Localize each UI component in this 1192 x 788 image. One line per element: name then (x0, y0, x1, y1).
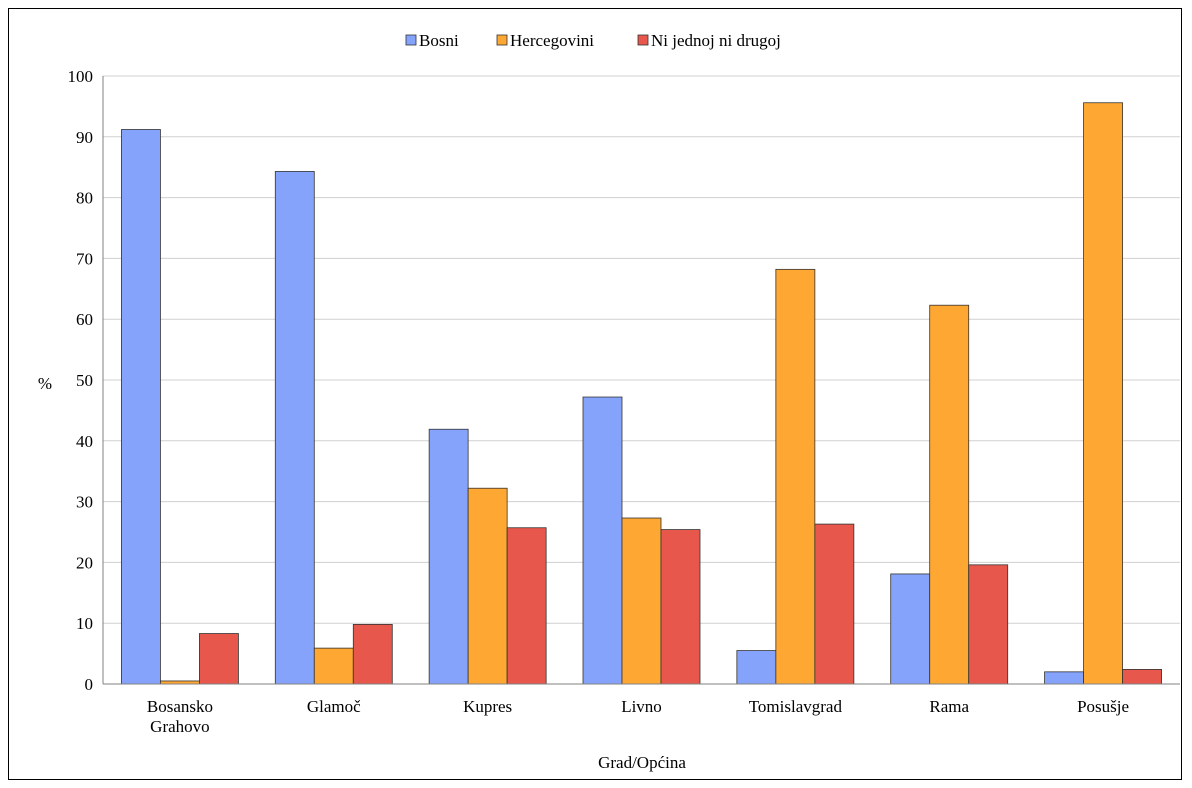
bar-ni-jednoj-ni-drugoj-1 (352, 624, 393, 685)
y-tick-label: 0 (85, 675, 94, 694)
legend: Bosni Hercegovini Ni jednoj ni drugoj (405, 31, 781, 50)
x-tick-label: Livno (621, 697, 662, 716)
y-tick-label: 70 (76, 249, 93, 268)
y-tick-label: 100 (68, 67, 94, 86)
x-tick-label: Tomislavgrad (749, 697, 843, 716)
x-tick-label: Posušje (1077, 697, 1129, 716)
y-tick-label: 20 (76, 553, 93, 572)
legend-label: Hercegovini (510, 31, 594, 50)
y-tick-label: 10 (76, 614, 93, 633)
y-tick-label: 90 (76, 128, 93, 147)
bar-bosni-2 (428, 428, 469, 685)
y-tick-label: 30 (76, 493, 93, 512)
x-tick-label: Rama (929, 697, 969, 716)
legend-swatch (496, 34, 508, 46)
bar-hercegovini-2 (467, 487, 508, 685)
y-tick-label: 50 (76, 371, 93, 390)
y-tick-label: 80 (76, 189, 93, 208)
legend-swatch (405, 34, 417, 46)
bar-hercegovini-1 (313, 647, 354, 685)
bar-hercegovini-3 (621, 517, 662, 685)
x-tick-label: Glamoč (307, 697, 361, 716)
y-tick-label: 40 (76, 432, 93, 451)
bar-bosni-5 (890, 573, 931, 685)
y-axis-label: % (38, 374, 52, 393)
bar-hercegovini-5 (929, 304, 970, 685)
legend-label: Ni jednoj ni drugoj (651, 31, 781, 50)
legend-swatch (637, 34, 649, 46)
bar-hercegovini-6 (1083, 102, 1123, 685)
bar-ni-jednoj-ni-drugoj-5 (968, 564, 1009, 685)
bar-bosni-1 (274, 171, 315, 685)
bar-bosni-0 (121, 129, 161, 685)
x-tick-label: Bosansko (147, 697, 213, 716)
bar-ni-jednoj-ni-drugoj-3 (660, 529, 701, 685)
bar-ni-jednoj-ni-drugoj-6 (1122, 669, 1162, 685)
x-axis-label: Grad/Općina (598, 753, 686, 772)
axes (102, 76, 1180, 685)
x-tick-label: Kupres (463, 697, 512, 716)
bars (121, 102, 1162, 685)
y-tick-label: 60 (76, 310, 93, 329)
bar-bosni-6 (1044, 671, 1084, 685)
bar-ni-jednoj-ni-drugoj-0 (199, 633, 239, 685)
bar-ni-jednoj-ni-drugoj-2 (506, 527, 547, 685)
bar-ni-jednoj-ni-drugoj-4 (814, 523, 855, 685)
x-tick-label: Grahovo (150, 717, 209, 736)
bar-bosni-4 (736, 650, 777, 685)
bar-hercegovini-4 (775, 268, 816, 685)
y-tick-labels: 0 10 20 30 40 50 60 70 80 90 100 (68, 67, 94, 694)
legend-label: Bosni (419, 31, 459, 50)
bar-bosni-3 (582, 396, 623, 685)
